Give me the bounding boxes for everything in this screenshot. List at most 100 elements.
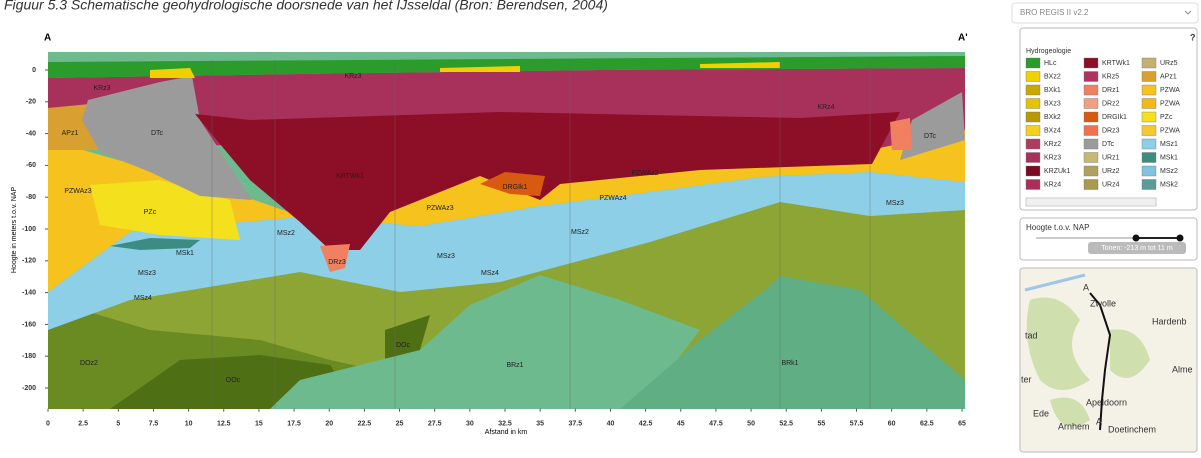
layer-label: APz1 (62, 130, 79, 137)
legend-label: KRz3 (1044, 154, 1061, 161)
legend-swatch (1026, 180, 1040, 190)
legend-label: KRz4 (1044, 181, 1061, 188)
layer-label: PZc (144, 209, 157, 216)
legend-swatch (1142, 85, 1156, 95)
y-tick-label: -80 (26, 194, 36, 201)
layer (890, 118, 912, 150)
map-label: Zwolle (1090, 298, 1116, 308)
legend-swatch (1142, 166, 1156, 176)
y-tick-label: -20 (26, 99, 36, 106)
x-tick-label: 42.5 (639, 421, 653, 428)
layer-label: DRz3 (328, 259, 346, 266)
map-label: ter (1021, 374, 1032, 384)
x-tick-label: 5 (116, 421, 120, 428)
map-label: Doetinchem (1108, 424, 1156, 434)
x-tick-label: 25 (396, 421, 404, 428)
map-label: Hardenb (1152, 316, 1187, 326)
x-tick-label: 37.5 (568, 421, 582, 428)
map-label: Apeldoorn (1086, 397, 1127, 407)
slider-handle[interactable] (1177, 235, 1184, 242)
layer-label: MSk1 (176, 250, 194, 257)
help-icon[interactable]: ? (1190, 32, 1196, 42)
layer-label: MSz2 (277, 230, 295, 237)
legend-label: KRTWk1 (1102, 60, 1130, 67)
legend-swatch (1084, 153, 1098, 163)
legend-label: DRz2 (1102, 100, 1120, 107)
x-tick-label: 57.5 (850, 421, 864, 428)
x-tick-label: 17.5 (287, 421, 301, 428)
legend-label: BXz3 (1044, 100, 1061, 107)
caption: Figuur 5.3 Schematische geohydrologische… (4, 0, 608, 13)
legend-label: PZc (1160, 114, 1173, 121)
legend-swatch (1026, 58, 1040, 68)
x-tick-label: 47.5 (709, 421, 723, 428)
legend-swatch (1084, 112, 1098, 122)
legend-label: BXz4 (1044, 127, 1061, 134)
x-tick-label: 30 (466, 421, 474, 428)
legend-label: HLc (1044, 60, 1057, 67)
legend-swatch (1142, 112, 1156, 122)
legend-label: BXk2 (1044, 114, 1061, 121)
layer-label: DTc (924, 133, 937, 140)
layer-label: DOc (396, 342, 411, 349)
legend-label: MSk2 (1160, 181, 1178, 188)
layer-label: MSz4 (134, 295, 152, 302)
layer-label: MSz3 (138, 270, 156, 277)
legend-label: URz2 (1102, 168, 1120, 175)
legend-swatch (1026, 153, 1040, 163)
legend-swatch (1142, 58, 1156, 68)
legend-swatch (1084, 126, 1098, 136)
layer-label: DTc (151, 130, 164, 137)
slider-handle[interactable] (1133, 235, 1140, 242)
legend-label: DRz3 (1102, 127, 1120, 134)
legend-swatch (1142, 153, 1156, 163)
legend-label: BXz2 (1044, 73, 1061, 80)
legend-label: MSz2 (1160, 168, 1178, 175)
page: Figuur 5.3 Schematische geohydrologische… (0, 0, 1201, 453)
x-tick-label: 60 (888, 421, 896, 428)
x-tick-label: 62.5 (920, 421, 934, 428)
map-label: tad (1025, 330, 1038, 340)
layer-label: KRz3 (344, 73, 361, 80)
y-axis-title: Hoogte in meters t.o.v. NAP (11, 187, 18, 274)
map-label: Ede (1033, 408, 1049, 418)
x-tick-label: 40 (607, 421, 615, 428)
x-tick-label: 22.5 (358, 421, 372, 428)
legend-swatch (1142, 180, 1156, 190)
y-tick-label: -120 (22, 258, 36, 265)
legend-title: Hydrogeologie (1026, 48, 1071, 55)
x-axis-title: Afstand in km (485, 429, 528, 436)
legend-swatch (1084, 99, 1098, 109)
legend-label: PZWA (1160, 87, 1180, 94)
layer-label: PZWAz4 (599, 195, 626, 202)
legend-label: MSz1 (1160, 141, 1178, 148)
map-label: A (1083, 282, 1089, 292)
legend-swatch (1026, 166, 1040, 176)
section-start: A (44, 33, 51, 44)
x-tick-label: 50 (747, 421, 755, 428)
y-tick-label: -40 (26, 130, 36, 137)
layer-label: MSz2 (571, 229, 589, 236)
legend-label: DTc (1102, 141, 1115, 148)
legend-swatch (1084, 139, 1098, 149)
layer-label: MSz3 (437, 253, 455, 260)
x-tick-label: 0 (46, 421, 50, 428)
legend-swatch (1084, 180, 1098, 190)
y-tick-label: -200 (22, 385, 36, 392)
scrollbar[interactable] (1026, 198, 1156, 206)
layer-label: PZWAz3 (426, 205, 453, 212)
layer-label: BRz1 (506, 362, 523, 369)
y-tick-label: 0 (32, 67, 36, 74)
legend-swatch (1084, 58, 1098, 68)
x-tick-label: 20 (325, 421, 333, 428)
x-tick-label: 45 (677, 421, 685, 428)
legend-label: URz4 (1102, 181, 1120, 188)
y-tick-label: -60 (26, 162, 36, 169)
legend-swatch (1026, 99, 1040, 109)
legend-label: KRz2 (1044, 141, 1061, 148)
x-tick-label: 10 (185, 421, 193, 428)
legend-swatch (1142, 72, 1156, 82)
section-end: A' (958, 33, 968, 44)
y-tick-label: -140 (22, 289, 36, 296)
layer-label: DOz2 (80, 360, 98, 367)
